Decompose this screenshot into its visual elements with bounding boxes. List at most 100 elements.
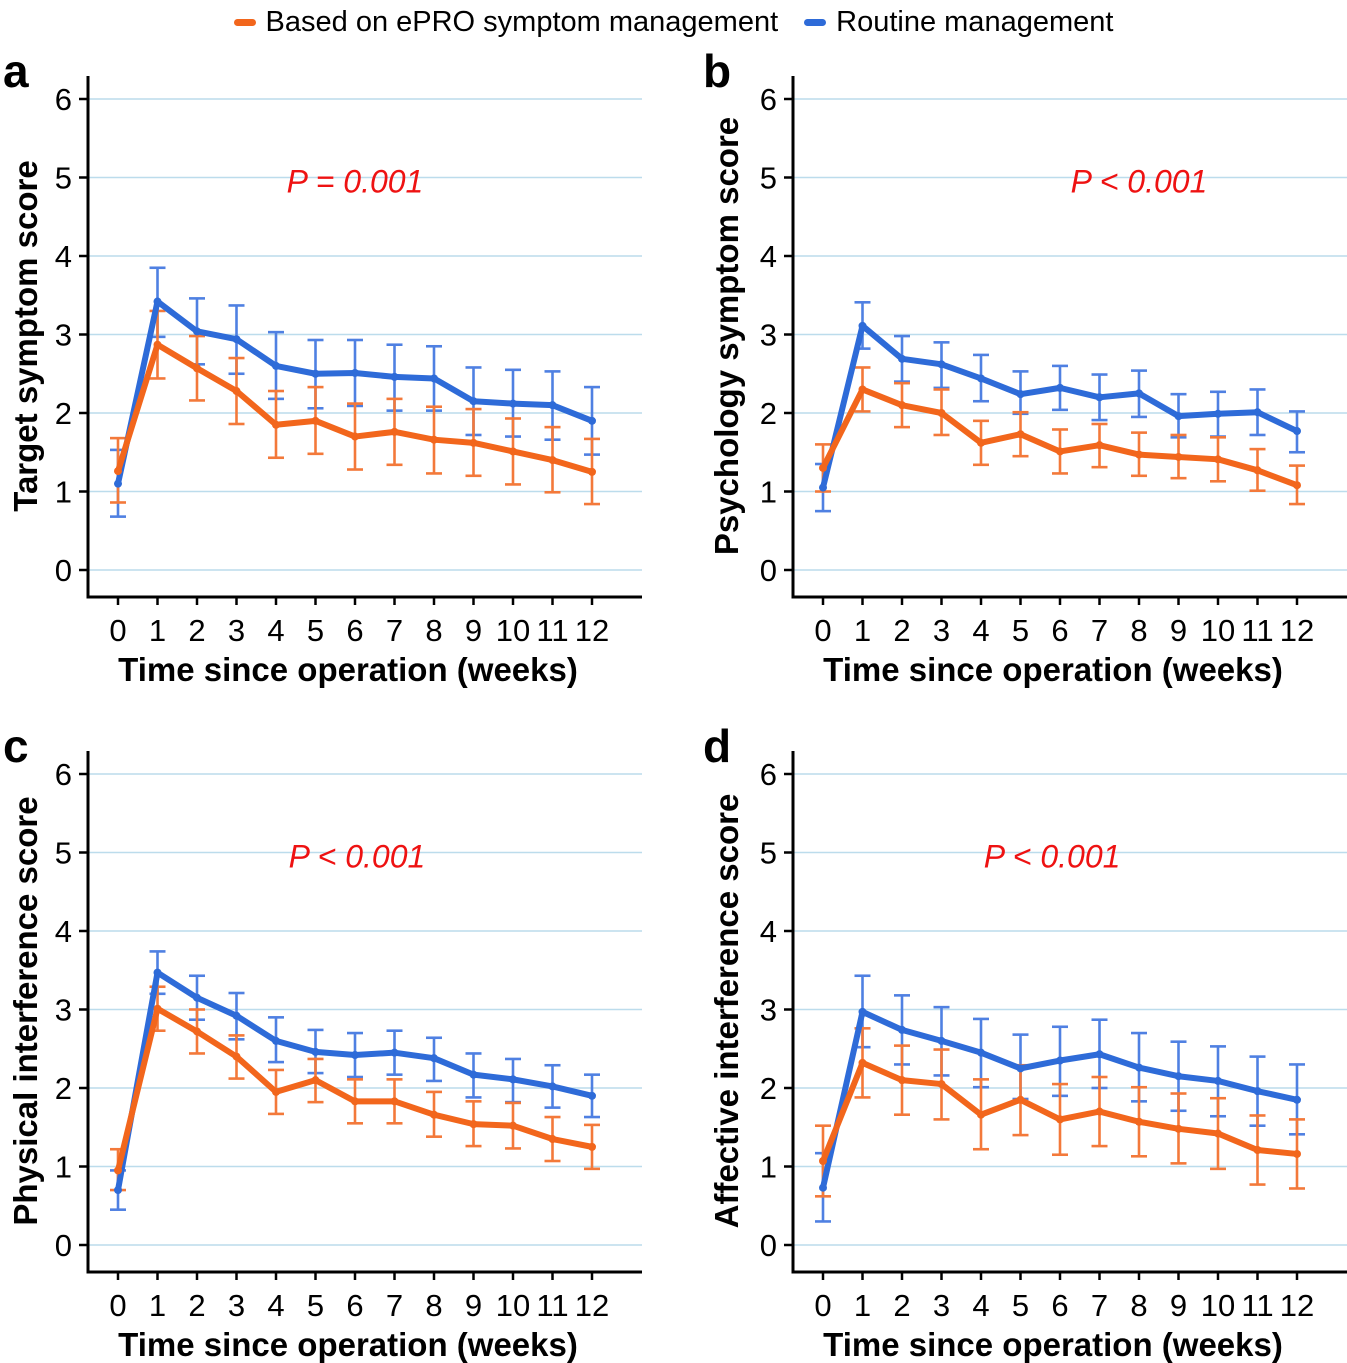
epro-dash-icon <box>233 18 256 26</box>
svg-text:4: 4 <box>267 613 284 648</box>
svg-text:2: 2 <box>188 1288 205 1323</box>
svg-text:P < 0.001: P < 0.001 <box>1071 163 1208 199</box>
svg-text:10: 10 <box>496 1288 530 1323</box>
svg-text:0: 0 <box>55 553 72 588</box>
svg-text:3: 3 <box>933 613 950 648</box>
svg-text:10: 10 <box>1201 1288 1235 1323</box>
legend-routine-label: Routine management <box>836 5 1114 38</box>
svg-text:11: 11 <box>536 1288 568 1323</box>
svg-text:2: 2 <box>188 613 205 648</box>
panel-letter-c: c <box>3 720 29 772</box>
svg-text:5: 5 <box>307 1288 324 1323</box>
svg-text:Time since operation (weeks): Time since operation (weeks) <box>118 1326 578 1363</box>
svg-text:4: 4 <box>972 1288 989 1323</box>
svg-text:Time since operation (weeks): Time since operation (weeks) <box>823 1326 1283 1363</box>
svg-text:7: 7 <box>1091 613 1108 648</box>
svg-text:2: 2 <box>760 396 777 431</box>
svg-text:10: 10 <box>496 613 530 648</box>
svg-text:12: 12 <box>575 613 609 648</box>
svg-text:3: 3 <box>760 993 777 1028</box>
svg-text:2: 2 <box>760 1071 777 1106</box>
svg-text:4: 4 <box>267 1288 284 1323</box>
svg-text:6: 6 <box>1051 1288 1068 1323</box>
svg-text:4: 4 <box>760 914 777 949</box>
svg-text:3: 3 <box>228 613 245 648</box>
svg-text:12: 12 <box>1280 613 1314 648</box>
svg-text:11: 11 <box>1241 1288 1273 1323</box>
svg-text:4: 4 <box>760 239 777 274</box>
legend-item-epro: Based on ePRO symptom management <box>233 5 779 38</box>
svg-text:1: 1 <box>760 1150 777 1185</box>
svg-text:6: 6 <box>346 613 363 648</box>
svg-text:9: 9 <box>465 613 482 648</box>
svg-text:5: 5 <box>760 161 777 196</box>
svg-text:2: 2 <box>55 1071 72 1106</box>
svg-text:3: 3 <box>228 1288 245 1323</box>
svg-text:6: 6 <box>760 82 777 117</box>
svg-text:9: 9 <box>1170 613 1187 648</box>
svg-text:1: 1 <box>55 475 72 510</box>
svg-text:4: 4 <box>972 613 989 648</box>
svg-text:6: 6 <box>1051 613 1068 648</box>
panel-letter-b: b <box>703 45 732 97</box>
svg-text:0: 0 <box>109 613 126 648</box>
svg-text:0: 0 <box>760 1228 777 1263</box>
svg-text:5: 5 <box>760 836 777 871</box>
svg-text:11: 11 <box>536 613 568 648</box>
svg-text:5: 5 <box>1012 1288 1029 1323</box>
svg-text:3: 3 <box>760 318 777 353</box>
svg-text:8: 8 <box>425 613 442 648</box>
svg-text:P < 0.001: P < 0.001 <box>984 838 1121 874</box>
svg-text:Time since operation (weeks): Time since operation (weeks) <box>823 651 1283 688</box>
panel-letter-a: a <box>3 45 29 97</box>
svg-text:12: 12 <box>1280 1288 1314 1323</box>
svg-text:P = 0.001: P = 0.001 <box>287 163 424 199</box>
svg-text:0: 0 <box>814 1288 831 1323</box>
svg-text:3: 3 <box>55 318 72 353</box>
svg-text:3: 3 <box>55 993 72 1028</box>
svg-text:7: 7 <box>386 1288 403 1323</box>
svg-text:4: 4 <box>55 914 72 949</box>
svg-text:2: 2 <box>55 396 72 431</box>
svg-text:1: 1 <box>854 1288 871 1323</box>
svg-text:7: 7 <box>386 613 403 648</box>
svg-text:5: 5 <box>1012 613 1029 648</box>
svg-text:2: 2 <box>893 1288 910 1323</box>
svg-text:6: 6 <box>760 757 777 792</box>
svg-text:1: 1 <box>854 613 871 648</box>
svg-text:7: 7 <box>1091 1288 1108 1323</box>
svg-text:8: 8 <box>1130 613 1147 648</box>
svg-text:6: 6 <box>55 82 72 117</box>
svg-text:3: 3 <box>933 1288 950 1323</box>
svg-text:0: 0 <box>760 553 777 588</box>
legend: Based on ePRO symptom management Routine… <box>0 0 1347 40</box>
svg-text:5: 5 <box>55 836 72 871</box>
svg-text:4: 4 <box>55 239 72 274</box>
svg-text:11: 11 <box>1241 613 1273 648</box>
routine-dash-icon <box>804 18 827 26</box>
panel-letter-d: d <box>703 720 732 772</box>
svg-text:12: 12 <box>575 1288 609 1323</box>
svg-text:0: 0 <box>109 1288 126 1323</box>
svg-text:1: 1 <box>149 1288 166 1323</box>
svg-text:0: 0 <box>55 1228 72 1263</box>
svg-text:1: 1 <box>55 1150 72 1185</box>
legend-epro-label: Based on ePRO symptom management <box>265 5 779 38</box>
svg-text:6: 6 <box>55 757 72 792</box>
svg-text:0: 0 <box>814 613 831 648</box>
svg-text:P < 0.001: P < 0.001 <box>289 838 426 874</box>
svg-text:1: 1 <box>149 613 166 648</box>
svg-text:10: 10 <box>1201 613 1235 648</box>
svg-text:Time since operation (weeks): Time since operation (weeks) <box>118 651 578 688</box>
legend-item-routine: Routine management <box>804 5 1114 38</box>
svg-text:5: 5 <box>307 613 324 648</box>
